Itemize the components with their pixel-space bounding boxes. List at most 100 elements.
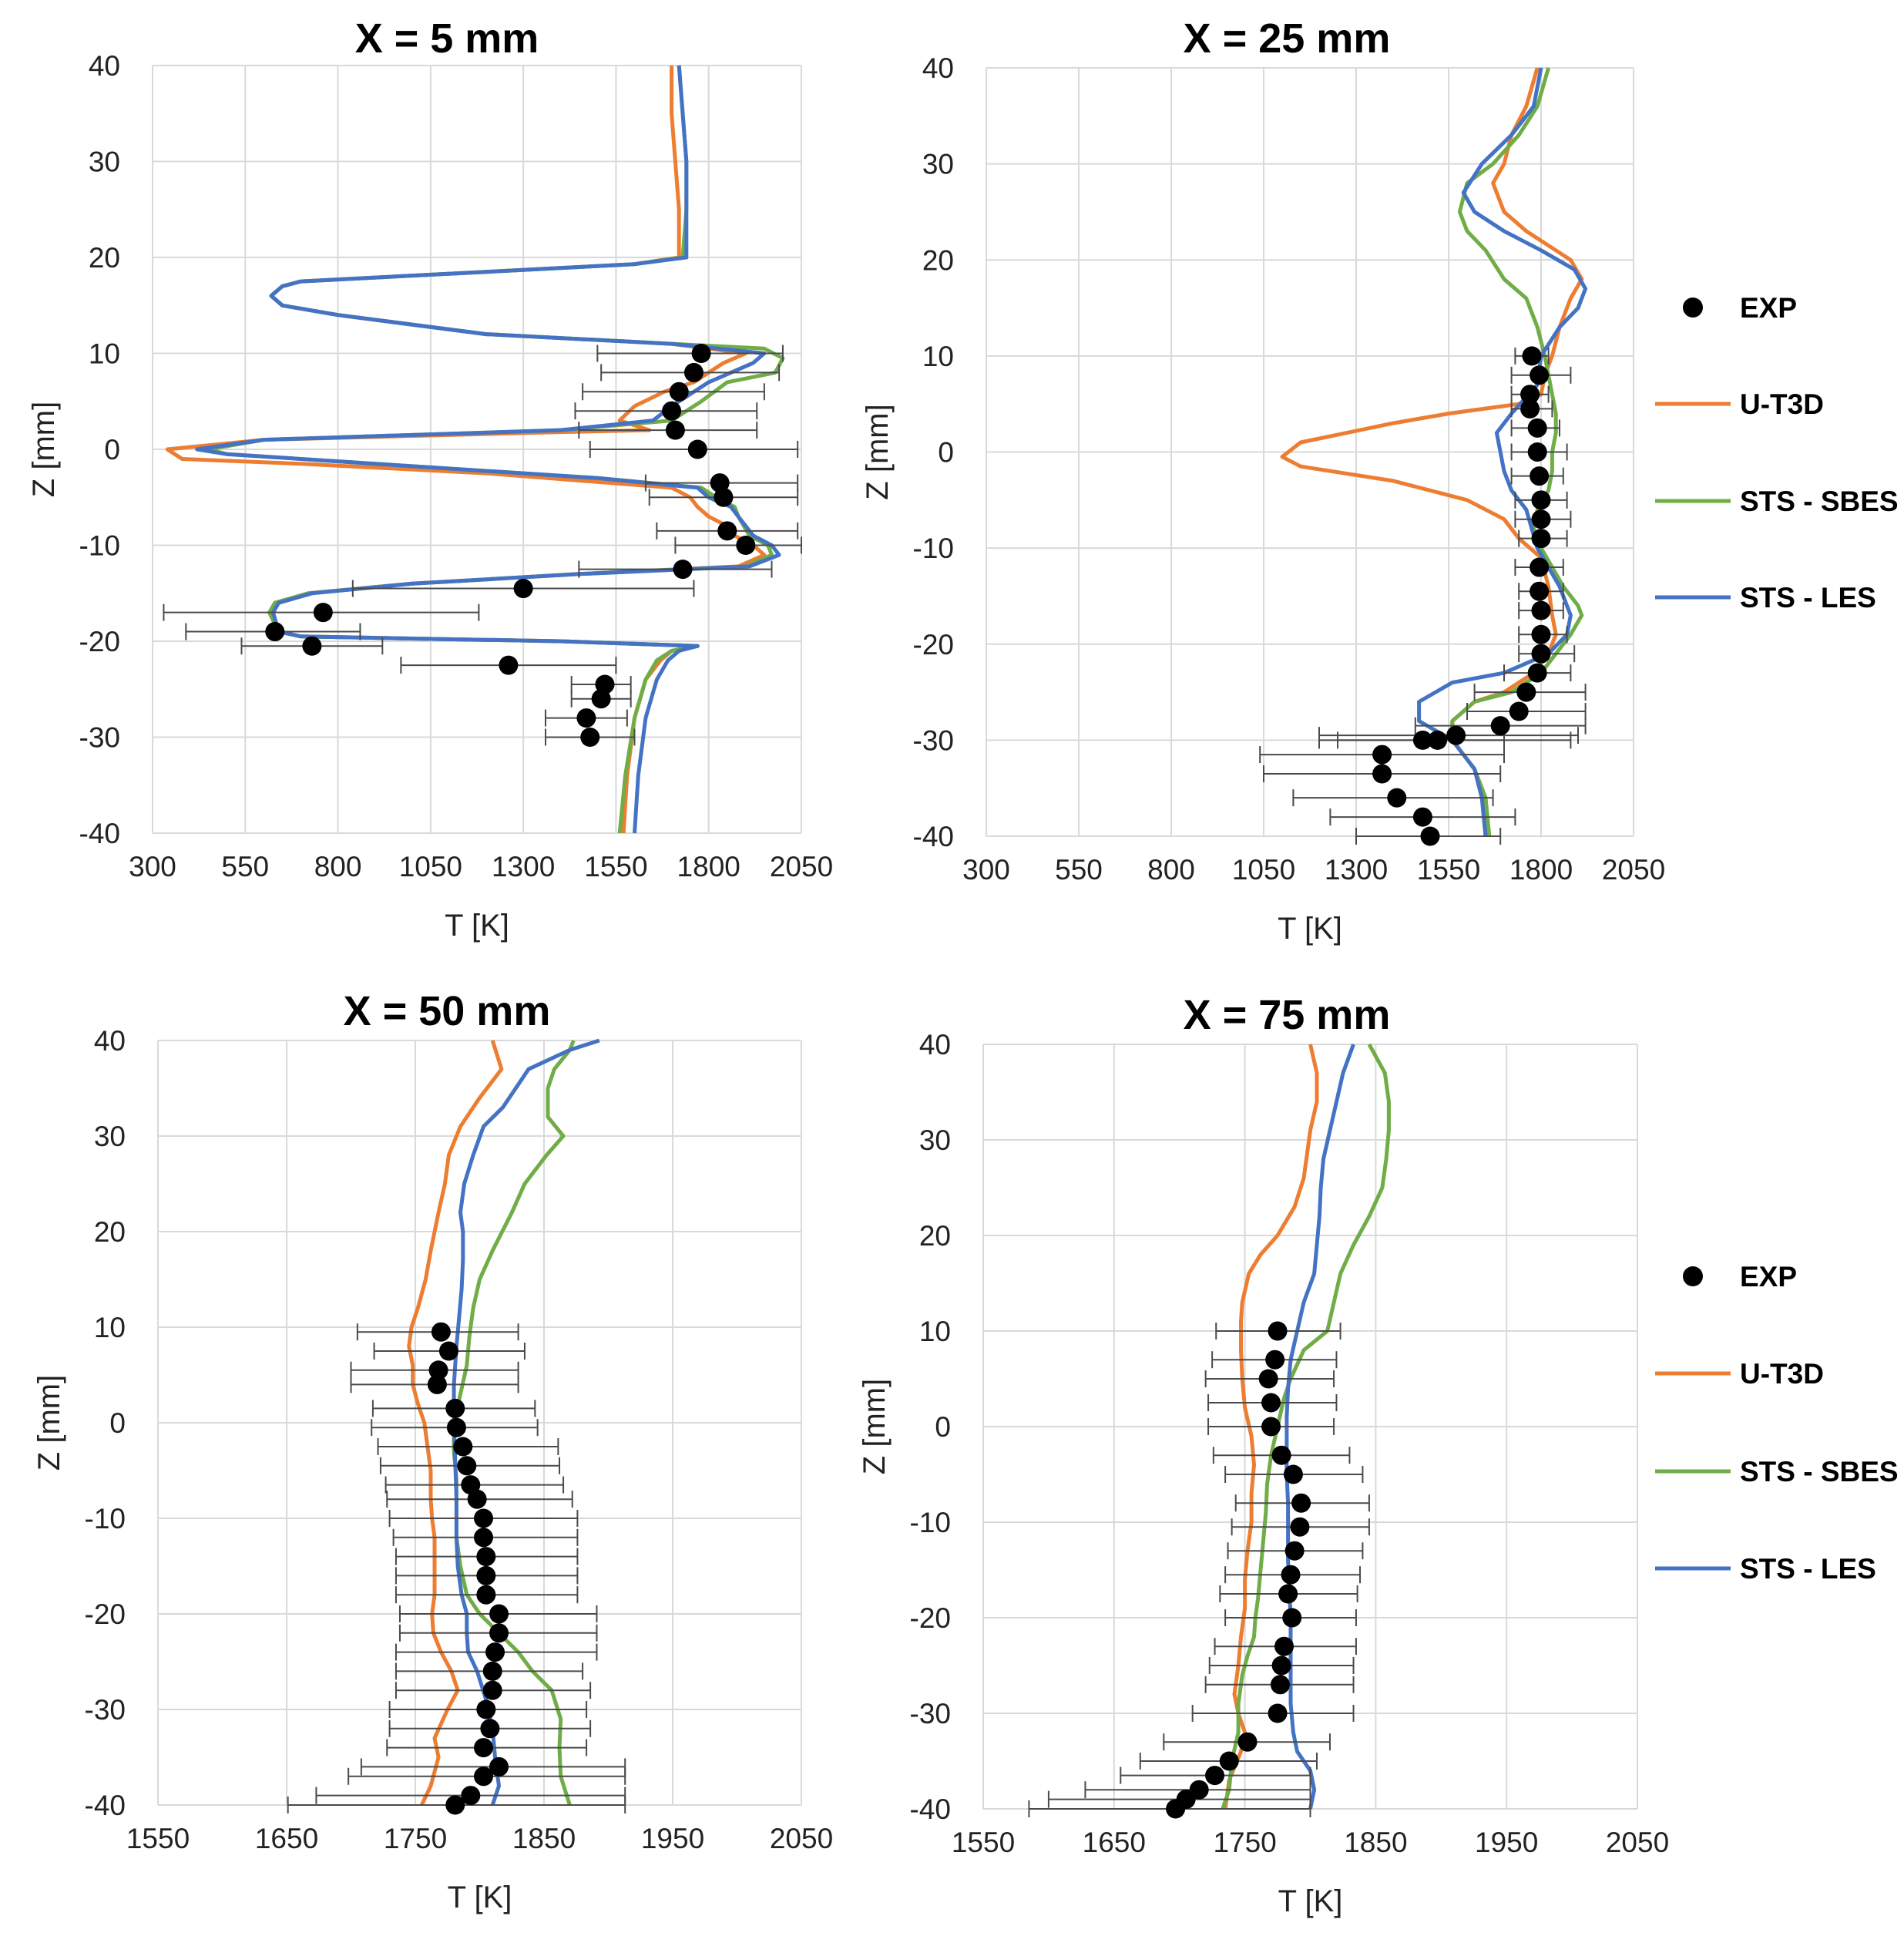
exp-data-point [446, 1417, 466, 1437]
y-tick-label: -40 [913, 821, 954, 852]
y-tick-label: 0 [935, 1411, 951, 1443]
exp-data-point [717, 521, 737, 541]
exp-data-point [302, 636, 322, 656]
exp-data-point [1531, 490, 1551, 510]
exp-data-point [1237, 1732, 1258, 1752]
exp-data-point [1258, 1369, 1278, 1389]
y-tick-label: -40 [910, 1793, 951, 1825]
exp-data-point [1520, 385, 1540, 405]
exp-data-point [1412, 807, 1432, 827]
exp-data-point [1282, 1608, 1302, 1628]
x-tick-label: 1550 [952, 1827, 1015, 1858]
y-tick-label: -30 [913, 724, 954, 756]
y-tick-label: -20 [85, 1598, 126, 1630]
exp-data-point [662, 401, 682, 421]
y-tick-label: 20 [919, 1220, 951, 1252]
y-tick-label: 10 [919, 1316, 951, 1347]
y-tick-label: -20 [910, 1602, 951, 1634]
exp-data-point [476, 1547, 496, 1567]
y-tick-label: -30 [910, 1698, 951, 1729]
x-tick-label: 300 [129, 851, 176, 882]
x-axis-label: T [K] [1278, 1884, 1343, 1918]
legend-legend_bottom: EXP U-T3D STS - SBES STS - LES [1655, 1261, 1899, 1585]
y-tick-label: -40 [85, 1790, 126, 1821]
series-line-sts-les [1417, 67, 1588, 837]
exp-data-point [1261, 1393, 1281, 1413]
y-axis-label: Z [mm] [858, 1379, 892, 1474]
chart-title: X = 25 mm [1184, 15, 1391, 62]
x-tick-label: 1050 [399, 851, 462, 882]
exp-data-point [1516, 682, 1536, 702]
exp-data-point [710, 473, 730, 493]
y-tick-label: 20 [89, 242, 120, 274]
x-tick-label: 1300 [1325, 854, 1388, 886]
x-tick-label: 2050 [770, 1823, 833, 1854]
exp-data-point [1527, 418, 1547, 438]
y-tick-label: -10 [913, 533, 954, 564]
exp-data-point [485, 1642, 505, 1662]
chart-title: X = 75 mm [1184, 992, 1391, 1038]
exp-data-point [489, 1756, 509, 1777]
y-tick-label: 40 [89, 50, 120, 82]
y-tick-label: 0 [109, 1407, 126, 1439]
y-tick-label: 20 [922, 244, 954, 276]
legend-marker-exp [1683, 297, 1703, 318]
exp-data-point [467, 1489, 487, 1509]
exp-data-point [499, 655, 519, 675]
series-line-sts-sbes [1221, 1043, 1391, 1810]
legend-marker-exp [1683, 1266, 1703, 1286]
exp-data-point [474, 1738, 494, 1758]
y-tick-label: -30 [85, 1694, 126, 1726]
y-tick-label: -40 [79, 818, 120, 849]
exp-data-point [438, 1341, 458, 1361]
y-tick-label: 10 [94, 1312, 126, 1343]
x-tick-label: 1750 [1213, 1827, 1276, 1858]
x-tick-label: 1950 [641, 1823, 704, 1854]
y-axis-label: Z [mm] [861, 404, 895, 499]
x-tick-label: 800 [1147, 854, 1195, 886]
exp-data-point [1261, 1417, 1281, 1437]
x-tick-label: 2050 [770, 851, 833, 882]
legend-label: U-T3D [1740, 1358, 1824, 1390]
exp-data-point [1270, 1675, 1290, 1695]
legend-legend_top: EXP U-T3D STS - SBES STS - LES [1655, 292, 1899, 613]
exp-data-point [474, 1528, 494, 1548]
x-tick-label: 550 [1055, 854, 1103, 886]
exp-data-point [476, 1565, 496, 1585]
exp-data-point [1531, 644, 1551, 664]
exp-data-point [431, 1322, 451, 1342]
exp-data-point [1372, 764, 1392, 784]
x-tick-label: 1300 [492, 851, 555, 882]
exp-data-point [1531, 509, 1551, 529]
y-tick-label: -10 [910, 1507, 951, 1538]
chart-panel-1: 300 550 800 1050 1300 1550 1800 2050 40 30 20 10 0 -1… [27, 15, 833, 943]
legend-label: EXP [1740, 1261, 1797, 1292]
chart-title: X = 5 mm [355, 15, 539, 62]
exp-data-point [1271, 1445, 1291, 1465]
x-tick-label: 1850 [512, 1823, 576, 1854]
legend-label: U-T3D [1740, 388, 1824, 420]
exp-data-point [1412, 730, 1432, 750]
exp-data-point [683, 362, 704, 382]
x-tick-label: 550 [221, 851, 269, 882]
y-tick-label: 0 [938, 437, 954, 469]
exp-data-point [665, 420, 685, 440]
exp-data-point [736, 536, 756, 555]
exp-data-point [480, 1719, 500, 1739]
exp-data-point [691, 344, 711, 363]
y-tick-label: -20 [79, 626, 120, 657]
y-tick-label: 10 [922, 341, 954, 372]
series-line-sts-sbes [1450, 67, 1584, 837]
exp-data-point [1205, 1766, 1225, 1786]
series-line-u-t3d [407, 1040, 504, 1807]
exp-data-point [489, 1604, 509, 1624]
x-tick-label: 2050 [1602, 854, 1665, 886]
exp-data-point [313, 603, 333, 623]
x-tick-label: 1650 [1083, 1827, 1146, 1858]
exp-data-point [1446, 725, 1466, 745]
exp-data-point [1281, 1565, 1301, 1585]
exp-data-point [476, 1585, 496, 1605]
chart-panel-4: 1550 1650 1750 1850 1950 2050 40 30 20 10 0 -10 -20 -… [858, 992, 1669, 1918]
exp-data-point [265, 622, 285, 642]
x-axis-label: T [K] [445, 909, 509, 943]
